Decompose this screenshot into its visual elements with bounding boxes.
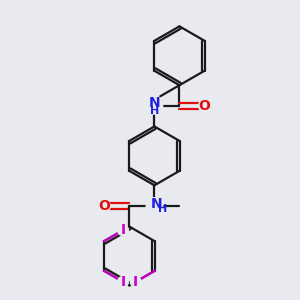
Text: O: O [199,99,210,113]
Circle shape [146,98,163,114]
Circle shape [118,225,128,236]
Text: H: H [150,106,159,116]
Text: O: O [98,199,110,213]
Text: N: N [148,97,160,110]
Text: H: H [158,205,167,214]
Circle shape [199,100,210,112]
Circle shape [98,200,110,212]
Circle shape [146,198,163,214]
Circle shape [130,277,141,287]
Text: I: I [121,275,126,289]
Circle shape [118,277,128,287]
Text: I: I [133,275,138,289]
Text: N: N [151,196,163,211]
Text: I: I [121,223,126,237]
